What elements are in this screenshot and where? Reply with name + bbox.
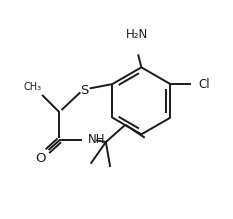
Text: H₂N: H₂N (126, 28, 148, 41)
Text: Cl: Cl (199, 78, 210, 91)
Text: CH₃: CH₃ (23, 82, 41, 92)
Text: S: S (80, 84, 88, 97)
Text: O: O (36, 152, 46, 165)
Text: NH: NH (87, 133, 105, 146)
